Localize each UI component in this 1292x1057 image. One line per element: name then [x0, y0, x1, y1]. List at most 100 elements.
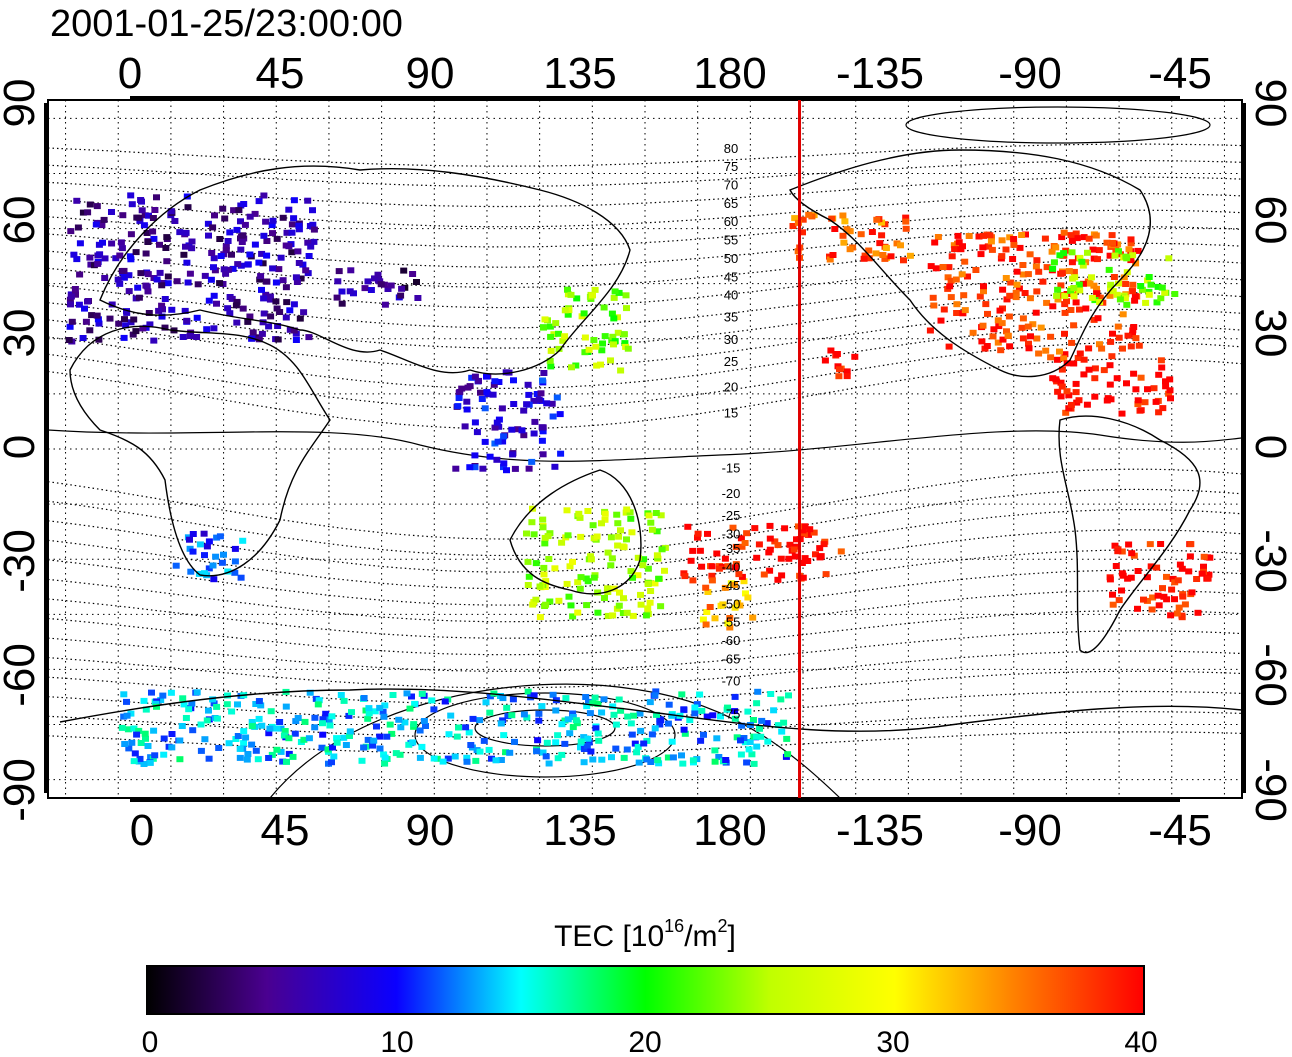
- tec-marker: [495, 423, 503, 430]
- tec-marker: [123, 698, 130, 705]
- tec-marker: [614, 542, 622, 549]
- tec-marker: [756, 725, 763, 732]
- tec-marker: [1068, 249, 1076, 256]
- tec-marker: [238, 239, 246, 245]
- tec-marker: [545, 760, 553, 767]
- tec-marker: [1093, 285, 1100, 292]
- tec-marker: [1061, 292, 1069, 299]
- tec-marker: [702, 584, 710, 591]
- tec-marker: [609, 612, 617, 619]
- tec-marker: [1163, 573, 1170, 580]
- tec-marker: [994, 317, 1002, 324]
- tec-marker: [1163, 596, 1171, 603]
- colorbar-tick: 0: [142, 1026, 159, 1057]
- tec-marker: [210, 264, 217, 271]
- tec-marker: [1114, 241, 1122, 248]
- tec-marker: [272, 298, 280, 305]
- tec-marker: [534, 737, 542, 744]
- tec-marker: [1155, 602, 1163, 609]
- tec-marker: [798, 560, 806, 566]
- tec-marker: [757, 733, 765, 740]
- tec-marker: [1146, 541, 1154, 548]
- tec-marker: [188, 700, 196, 707]
- tec-marker: [1132, 260, 1140, 267]
- tec-marker: [288, 249, 296, 256]
- tec-marker: [144, 271, 152, 278]
- tec-marker: [636, 710, 644, 717]
- tec-marker: [186, 536, 193, 543]
- tec-marker: [1149, 594, 1157, 601]
- tec-marker: [598, 520, 605, 527]
- magnetic-latitude-contour: [48, 242, 1242, 289]
- tec-marker: [239, 537, 247, 544]
- tec-marker: [294, 248, 302, 255]
- tec-marker: [142, 282, 150, 289]
- tec-marker: [614, 329, 622, 336]
- tec-marker: [529, 601, 537, 608]
- tec-marker: [708, 563, 716, 570]
- tec-marker: [979, 322, 987, 329]
- tec-marker: [1002, 275, 1010, 281]
- tec-marker: [1082, 259, 1090, 266]
- tec-marker: [183, 259, 191, 266]
- tec-marker: [980, 283, 987, 290]
- tec-marker: [546, 323, 554, 330]
- tec-marker: [409, 271, 417, 277]
- tec-marker: [224, 568, 232, 575]
- tec-marker: [542, 753, 550, 760]
- tec-marker: [583, 742, 591, 749]
- tec-marker: [586, 710, 594, 717]
- tec-marker: [76, 271, 84, 278]
- tec-marker: [149, 215, 157, 221]
- contour-label: 45: [724, 269, 738, 284]
- tec-marker: [975, 233, 983, 240]
- tec-marker: [333, 294, 341, 301]
- tec-marker: [937, 317, 945, 324]
- colorbar-title: TEC [1016/m2]: [554, 916, 736, 953]
- tec-marker: [876, 240, 884, 247]
- tec-marker: [536, 614, 544, 621]
- tec-marker: [360, 695, 368, 701]
- tec-marker: [464, 384, 472, 391]
- tec-marker: [1162, 378, 1169, 385]
- tec-marker: [1080, 234, 1088, 241]
- tec-marker: [292, 330, 300, 337]
- tec-marker: [1063, 388, 1071, 395]
- tec-marker: [524, 582, 532, 588]
- tec-marker: [239, 232, 247, 239]
- tec-marker: [821, 357, 829, 364]
- tec-marker: [1113, 291, 1121, 298]
- tec-marker: [1079, 280, 1087, 287]
- tec-marker: [276, 309, 284, 315]
- tec-marker: [835, 373, 843, 380]
- tec-marker: [182, 229, 190, 236]
- tec-marker: [698, 707, 706, 714]
- tec-marker: [661, 567, 668, 574]
- tec-marker: [1057, 282, 1065, 289]
- tec-marker: [622, 292, 630, 299]
- tec-marker: [780, 719, 788, 726]
- tec-marker: [1125, 246, 1133, 253]
- tec-marker: [140, 697, 148, 704]
- tec-marker: [86, 254, 94, 261]
- tec-marker: [217, 253, 225, 259]
- tec-marker: [292, 337, 300, 343]
- tec-marker: [624, 345, 632, 352]
- tec-marker: [205, 538, 213, 545]
- tec-marker: [1019, 315, 1027, 322]
- tec-marker: [101, 255, 109, 262]
- tec-marker: [256, 276, 264, 283]
- tec-marker: [648, 731, 656, 738]
- tec-marker: [708, 572, 716, 579]
- tec-marker: [288, 221, 296, 228]
- top-lon-tick-labels: 0 45 90 135 180 -135 -90 -45: [118, 49, 1212, 98]
- tec-marker: [132, 249, 140, 256]
- tec-marker: [1157, 295, 1165, 302]
- tec-marker: [1060, 229, 1068, 236]
- tec-marker: [290, 215, 298, 222]
- tec-marker: [744, 594, 752, 601]
- tec-marker: [266, 293, 274, 300]
- tec-marker: [1185, 568, 1193, 575]
- tec-marker: [767, 691, 775, 697]
- tec-marker: [215, 745, 223, 751]
